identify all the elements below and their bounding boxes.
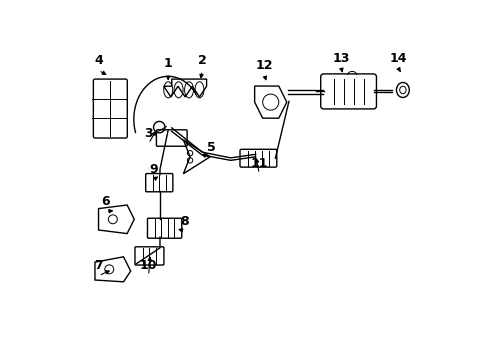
Text: 7: 7: [94, 259, 103, 272]
Text: 14: 14: [390, 52, 407, 65]
Text: 12: 12: [256, 59, 273, 72]
Text: 1: 1: [164, 57, 172, 71]
Text: 6: 6: [101, 195, 110, 208]
Text: 10: 10: [140, 259, 157, 272]
Text: 4: 4: [94, 54, 103, 67]
Text: 8: 8: [180, 215, 189, 228]
Text: 2: 2: [198, 54, 206, 67]
Text: 13: 13: [333, 52, 350, 65]
Text: 9: 9: [149, 163, 158, 176]
Text: 3: 3: [144, 127, 153, 140]
Text: 5: 5: [207, 141, 216, 154]
Text: 11: 11: [250, 157, 268, 170]
